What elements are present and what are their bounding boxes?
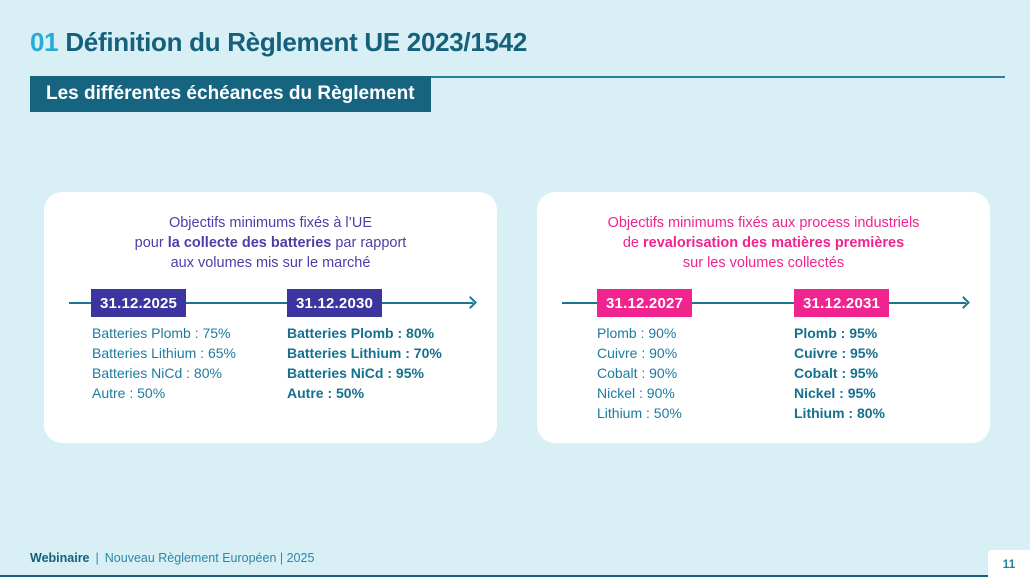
timeline-arrow-icon (957, 296, 970, 309)
heading-line2-pre: de (622, 235, 644, 251)
bottom-accent-line (0, 575, 1030, 577)
section-number: 01 (30, 27, 59, 57)
timeline-line (69, 302, 473, 304)
subtitle-banner: Les différentes échéances du Règlement (30, 76, 431, 112)
card-heading: Objectifs minimums fixés à l’UE pour la … (44, 192, 497, 273)
target-list-2030: Batteries Plomb : 80% Batteries Lithium … (287, 323, 442, 403)
page-number-badge: 11 (988, 550, 1030, 577)
target-item: Batteries Lithium : 70% (287, 345, 442, 361)
card-recycling-targets: Objectifs minimums fixés aux process ind… (537, 192, 990, 443)
heading-line2-post: par rapport (331, 235, 407, 251)
heading-line1: Objectifs minimums fixés à l’UE (168, 215, 373, 231)
timeline: 31.12.2025 31.12.2030 (44, 289, 497, 317)
date-badge: 31.12.2031 (794, 289, 890, 317)
heading-line2-bold: revalorisation des matières premières (643, 235, 905, 251)
target-item: Batteries Plomb : 75% (92, 325, 231, 341)
heading-line3: aux volumes mis sur le marché (170, 255, 371, 271)
heading-line2-pre: pour (134, 235, 168, 251)
target-item: Batteries NiCd : 80% (92, 365, 222, 381)
date-badge: 31.12.2027 (597, 289, 693, 317)
timeline: 31.12.2027 31.12.2031 (537, 289, 990, 317)
target-item: Cobalt : 95% (794, 365, 879, 381)
heading-line1: Objectifs minimums fixés aux process ind… (607, 215, 920, 231)
target-item: Nickel : 90% (597, 385, 675, 401)
page-title: 01 Définition du Règlement UE 2023/1542 (30, 27, 527, 58)
target-item: Lithium : 80% (794, 405, 886, 421)
card-collection-targets: Objectifs minimums fixés à l’UE pour la … (44, 192, 497, 443)
heading-line3: sur les volumes collectés (682, 255, 845, 271)
target-item: Plomb : 90% (597, 325, 677, 341)
section-title: Définition du Règlement UE 2023/1542 (65, 27, 527, 57)
target-list-2025: Batteries Plomb : 75% Batteries Lithium … (92, 323, 236, 403)
footer: Webinaire | Nouveau Règlement Européen | 2… (30, 551, 314, 565)
target-item: Cuivre : 90% (597, 345, 678, 361)
target-item: Lithium : 50% (597, 405, 682, 421)
heading-line2-bold: la collecte des batteries (167, 235, 332, 251)
target-item: Batteries Lithium : 65% (92, 345, 236, 361)
target-item: Batteries Plomb : 80% (287, 325, 435, 341)
target-item: Cobalt : 90% (597, 365, 678, 381)
timeline-line (562, 302, 966, 304)
target-list-2027: Plomb : 90% Cuivre : 90% Cobalt : 90% Ni… (597, 323, 682, 423)
title-underline-rule (30, 76, 1005, 78)
date-badge: 31.12.2025 (91, 289, 187, 317)
target-item: Plomb : 95% (794, 325, 878, 341)
footer-separator: | (95, 551, 99, 565)
target-item: Cuivre : 95% (794, 345, 879, 361)
target-item: Batteries NiCd : 95% (287, 365, 424, 381)
target-item: Autre : 50% (92, 385, 166, 401)
footer-brand: Webinaire (30, 551, 90, 565)
target-list-2031: Plomb : 95% Cuivre : 95% Cobalt : 95% Ni… (794, 323, 885, 423)
page-number: 11 (1002, 556, 1016, 571)
target-item: Nickel : 95% (794, 385, 876, 401)
timeline-arrow-icon (464, 296, 477, 309)
target-item: Autre : 50% (287, 385, 365, 401)
footer-text: Nouveau Règlement Européen | 2025 (104, 551, 315, 565)
date-badge: 31.12.2030 (287, 289, 383, 317)
card-heading: Objectifs minimums fixés aux process ind… (537, 192, 990, 273)
